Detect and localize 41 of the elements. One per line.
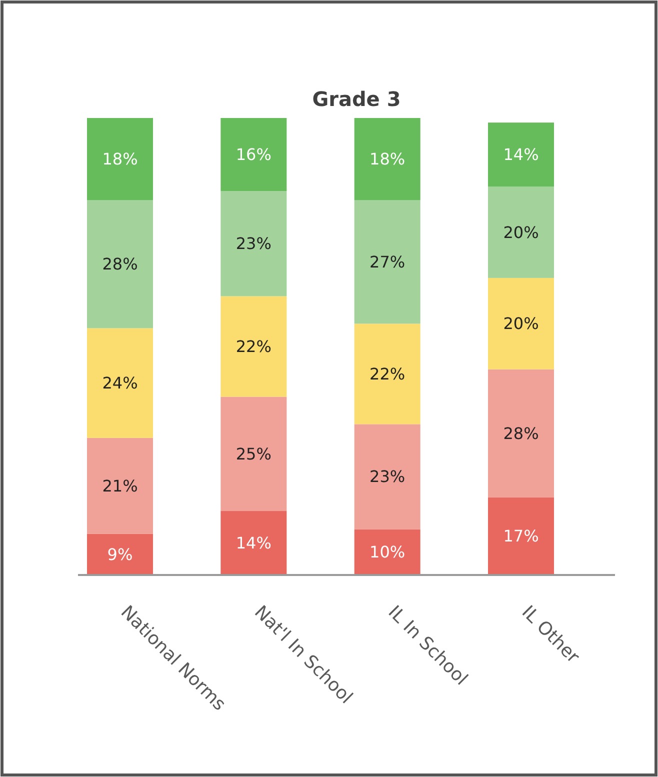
data-label: 18% xyxy=(370,150,406,169)
bar xyxy=(488,278,554,370)
data-label: 9% xyxy=(107,544,133,564)
data-label: 10% xyxy=(370,542,406,562)
data-label: 14% xyxy=(236,534,272,553)
bar xyxy=(488,369,554,498)
bar xyxy=(354,200,420,324)
data-label: 17% xyxy=(503,526,539,546)
data-label: 24% xyxy=(102,374,138,393)
bar xyxy=(354,324,420,424)
data-label: 20% xyxy=(503,222,539,242)
bar xyxy=(87,328,153,438)
bar xyxy=(354,424,420,530)
data-label: 28% xyxy=(503,424,539,443)
data-label: 21% xyxy=(102,476,138,496)
data-label: 27% xyxy=(370,252,406,272)
bar xyxy=(220,118,287,192)
bar xyxy=(220,511,287,575)
bar xyxy=(354,118,420,200)
bar xyxy=(87,534,153,575)
data-label: 23% xyxy=(370,467,406,486)
data-label: 18% xyxy=(102,150,138,169)
data-label: 22% xyxy=(370,364,406,384)
data-label: 20% xyxy=(503,314,539,334)
bar xyxy=(87,200,153,328)
bar xyxy=(488,122,554,187)
data-label: 25% xyxy=(236,444,272,464)
bar xyxy=(220,396,287,512)
data-label: 23% xyxy=(236,234,272,254)
bar xyxy=(220,191,287,296)
data-label: 16% xyxy=(236,145,272,164)
bar xyxy=(87,438,153,534)
data-label: 14% xyxy=(503,145,539,164)
bar xyxy=(87,118,153,200)
chart-title: Grade 3 xyxy=(312,87,401,111)
bar xyxy=(354,529,420,575)
bar xyxy=(220,296,287,397)
data-label: 22% xyxy=(236,337,272,356)
bar xyxy=(488,497,554,575)
data-label: 28% xyxy=(102,254,138,274)
bar xyxy=(488,186,554,278)
